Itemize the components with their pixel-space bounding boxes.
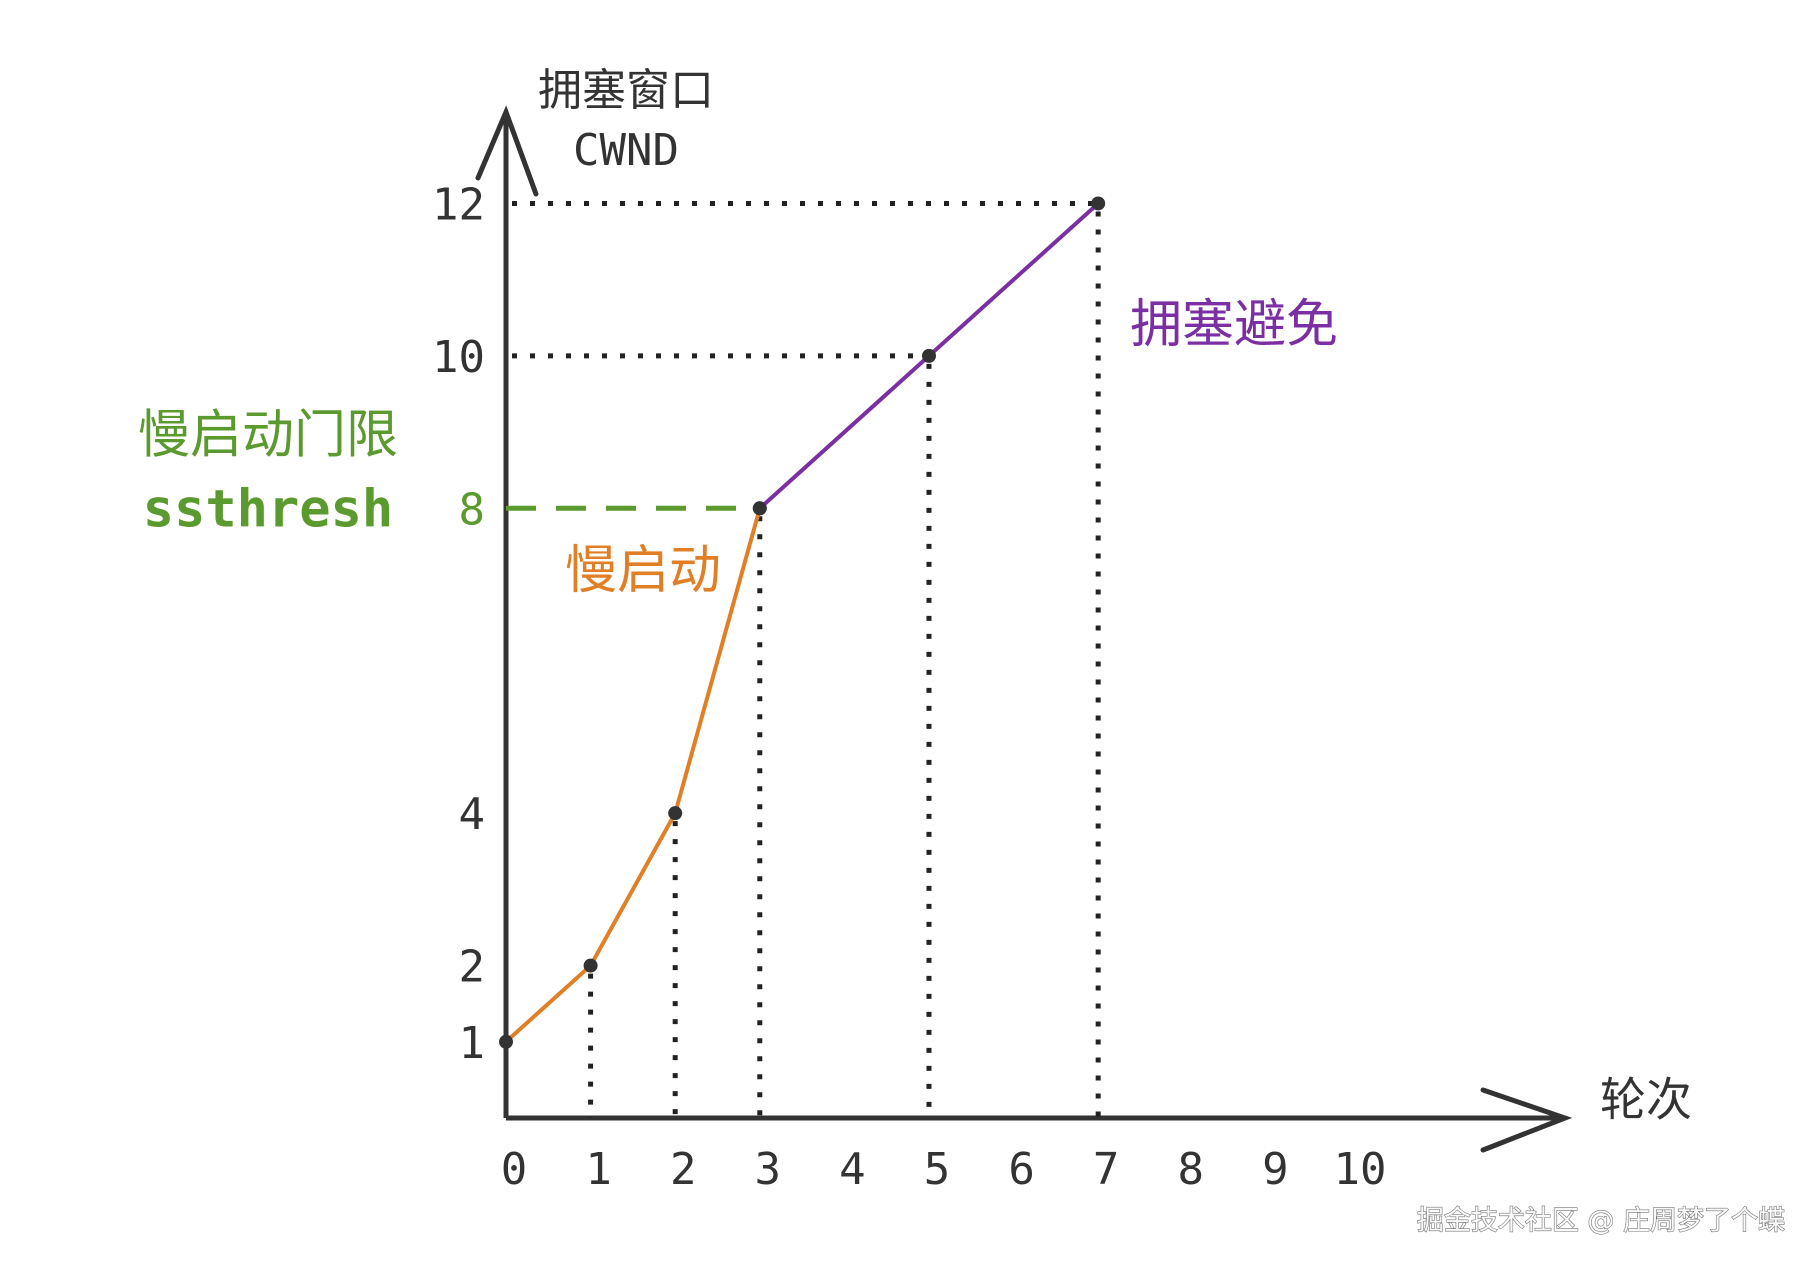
y-axis-label: 拥塞窗口 — [538, 65, 714, 116]
y-tick-label: 10 — [432, 332, 485, 383]
x-axis-label: 轮次 — [1600, 1073, 1692, 1127]
x-tick-label: 9 — [1262, 1144, 1289, 1195]
x-tick-label: 1 — [585, 1144, 612, 1195]
data-point — [921, 348, 936, 363]
series-label: 拥塞避免 — [1130, 295, 1338, 355]
series-line — [504, 507, 762, 1044]
y-axis-label: CWND — [573, 125, 679, 176]
plot — [499, 196, 1106, 1049]
threshold-label: ssthresh — [143, 479, 393, 539]
series-label: 慢启动 — [565, 541, 721, 601]
y-axis-arrow — [475, 105, 539, 197]
x-tick-label: 5 — [924, 1144, 951, 1195]
x-tick-label: 10 — [1333, 1144, 1386, 1195]
x-tick-label: 4 — [839, 1144, 866, 1195]
watermark: 掘金技术社区 @ 庄周梦了个蝶 — [1417, 1206, 1785, 1237]
data-point — [752, 501, 767, 516]
y-tick-label: 4 — [459, 789, 486, 840]
x-tick-label: 6 — [1008, 1144, 1035, 1195]
x-axis-arrow — [1480, 1087, 1573, 1153]
data-point — [1091, 196, 1106, 211]
x-tick-label: 0 — [501, 1144, 528, 1195]
data-point — [668, 806, 683, 821]
x-tick-label: 7 — [1093, 1144, 1120, 1195]
x-tick-label: 2 — [670, 1144, 697, 1195]
y-tick-label: 12 — [432, 179, 485, 230]
y-tick-label: 2 — [459, 942, 486, 993]
threshold-label: 慢启动门限 — [138, 405, 398, 465]
data-point — [583, 958, 598, 973]
y-tick-label: 1 — [459, 1018, 486, 1069]
x-tick-label: 3 — [755, 1144, 782, 1195]
y-tick-label: 8 — [459, 484, 486, 535]
data-point — [499, 1034, 513, 1049]
x-tick-label: 8 — [1178, 1144, 1205, 1195]
guides — [506, 200, 1101, 1118]
